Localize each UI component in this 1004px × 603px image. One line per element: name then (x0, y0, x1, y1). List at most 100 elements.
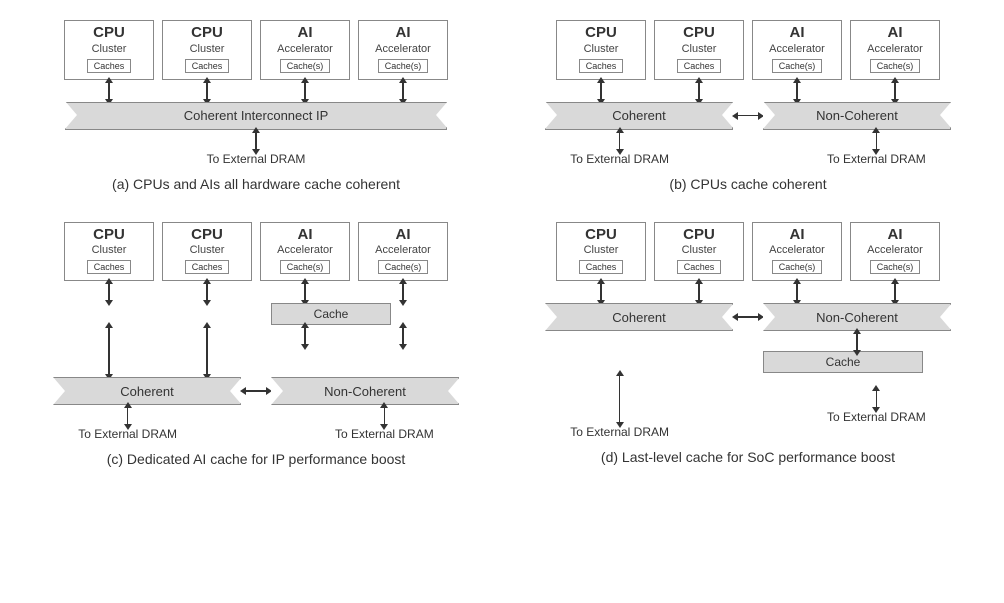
cache-label: Cache(s) (772, 260, 823, 274)
panel-d: CPU Cluster Caches CPU Cluster Caches AI… (512, 222, 984, 468)
double-arrow-icon (402, 327, 404, 345)
block-subtitle: Accelerator (375, 244, 431, 256)
cpu-block: CPU Cluster Caches (654, 222, 744, 282)
noncoherent-ribbon: Non-Coherent (763, 303, 951, 331)
double-arrow-icon (876, 390, 878, 408)
block-subtitle: Accelerator (277, 43, 333, 55)
cpu-block: CPU Cluster Caches (556, 20, 646, 80)
ai-block: AI Accelerator Cache(s) (850, 20, 940, 80)
mid-cache: Cache (763, 351, 923, 373)
double-arrow-icon (619, 132, 621, 150)
coherent-ribbon: Coherent (545, 102, 733, 130)
panel-c-caption: (c) Dedicated AI cache for IP performanc… (107, 451, 406, 467)
double-arrow-h-icon (737, 316, 759, 318)
block-title: CPU (191, 227, 223, 244)
cache-label: Caches (677, 260, 722, 274)
block-subtitle: Accelerator (867, 43, 923, 55)
block-title: CPU (683, 25, 715, 42)
cache-label: Caches (87, 59, 132, 73)
double-arrow-icon (108, 283, 110, 301)
panel-a-blocks: CPU Cluster Caches CPU Cluster Caches AI… (64, 20, 448, 80)
block-title: CPU (191, 25, 223, 42)
double-arrow-icon (108, 327, 110, 375)
double-arrow-icon (402, 283, 404, 301)
bus-label: Coherent (612, 108, 665, 123)
cache-label: Cache(s) (378, 59, 429, 73)
double-arrow-icon (255, 132, 257, 150)
double-arrow-icon (796, 283, 798, 301)
coherent-ribbon: Coherent (53, 377, 241, 405)
panel-a-caption: (a) CPUs and AIs all hardware cache cohe… (112, 176, 400, 192)
split-bus: Coherent Non-Coherent (53, 377, 459, 405)
coherent-ribbon: Coherent (545, 303, 733, 331)
panel-d-blocks: CPU Cluster Caches CPU Cluster Caches AI… (556, 222, 940, 282)
panel-a: CPU Cluster Caches CPU Cluster Caches AI… (20, 20, 492, 192)
noncoherent-ribbon: Non-Coherent (763, 102, 951, 130)
block-title: AI (396, 227, 411, 244)
diagram-grid: CPU Cluster Caches CPU Cluster Caches AI… (20, 20, 984, 467)
block-subtitle: Cluster (190, 244, 225, 256)
double-arrow-icon (206, 82, 208, 100)
block-title: CPU (93, 227, 125, 244)
split-bus: Coherent Non-Coherent (545, 102, 951, 130)
block-subtitle: Cluster (92, 43, 127, 55)
double-arrow-icon (600, 82, 602, 100)
dram-arrows: To External DRAM To External DRAM (78, 407, 433, 441)
block-title: CPU (93, 25, 125, 42)
block-title: AI (298, 25, 313, 42)
cpu-block: CPU Cluster Caches (64, 222, 154, 282)
double-arrow-icon (304, 327, 306, 345)
double-arrow-h-icon (737, 115, 759, 117)
ai-block: AI Accelerator Cache(s) (358, 222, 448, 282)
panel-b: CPU Cluster Caches CPU Cluster Caches AI… (512, 20, 984, 192)
double-arrow-icon (894, 283, 896, 301)
ai-block: AI Accelerator Cache(s) (752, 20, 842, 80)
block-title: CPU (585, 227, 617, 244)
cache-label: Caches (185, 260, 230, 274)
bus-label: Coherent Interconnect IP (184, 108, 329, 123)
cpu-block: CPU Cluster Caches (556, 222, 646, 282)
block-title: AI (790, 227, 805, 244)
mid-cache-label: Cache (314, 307, 349, 321)
cpu-block: CPU Cluster Caches (64, 20, 154, 80)
ai-block: AI Accelerator Cache(s) (358, 20, 448, 80)
double-arrow-icon (796, 82, 798, 100)
mid-cache: Cache (271, 303, 391, 325)
cpu-block: CPU Cluster Caches (162, 222, 252, 282)
block-subtitle: Cluster (682, 43, 717, 55)
bus-label: Coherent (612, 310, 665, 325)
block-title: AI (298, 227, 313, 244)
bus-label: Non-Coherent (816, 108, 898, 123)
bus-label: Coherent (120, 384, 173, 399)
cache-label: Caches (579, 59, 624, 73)
cache-label: Cache(s) (870, 260, 921, 274)
arrows-row (64, 327, 448, 375)
block-subtitle: Cluster (92, 244, 127, 256)
cache-label: Cache(s) (280, 59, 331, 73)
arrows-row (64, 283, 448, 301)
noncoherent-ribbon: Non-Coherent (271, 377, 459, 405)
double-arrow-icon (127, 407, 129, 425)
double-arrow-icon (108, 82, 110, 100)
double-arrow-icon (206, 283, 208, 301)
cache-label: Cache(s) (870, 59, 921, 73)
double-arrow-icon (402, 82, 404, 100)
cache-label: Caches (677, 59, 722, 73)
block-title: AI (790, 25, 805, 42)
ai-block: AI Accelerator Cache(s) (260, 20, 350, 80)
double-arrow-icon (856, 333, 858, 351)
block-subtitle: Cluster (682, 244, 717, 256)
cpu-block: CPU Cluster Caches (654, 20, 744, 80)
double-arrow-icon (206, 327, 208, 375)
block-title: CPU (683, 227, 715, 244)
ai-block: AI Accelerator Cache(s) (260, 222, 350, 282)
double-arrow-icon (698, 82, 700, 100)
double-arrow-icon (304, 82, 306, 100)
panel-c: CPU Cluster Caches CPU Cluster Caches AI… (20, 222, 492, 468)
arrows-row (64, 82, 448, 100)
bus-label: Non-Coherent (816, 310, 898, 325)
block-subtitle: Cluster (584, 244, 619, 256)
dram-arrows: To External DRAM To External DRAM (570, 375, 925, 439)
block-subtitle: Accelerator (277, 244, 333, 256)
bus-label: Non-Coherent (324, 384, 406, 399)
